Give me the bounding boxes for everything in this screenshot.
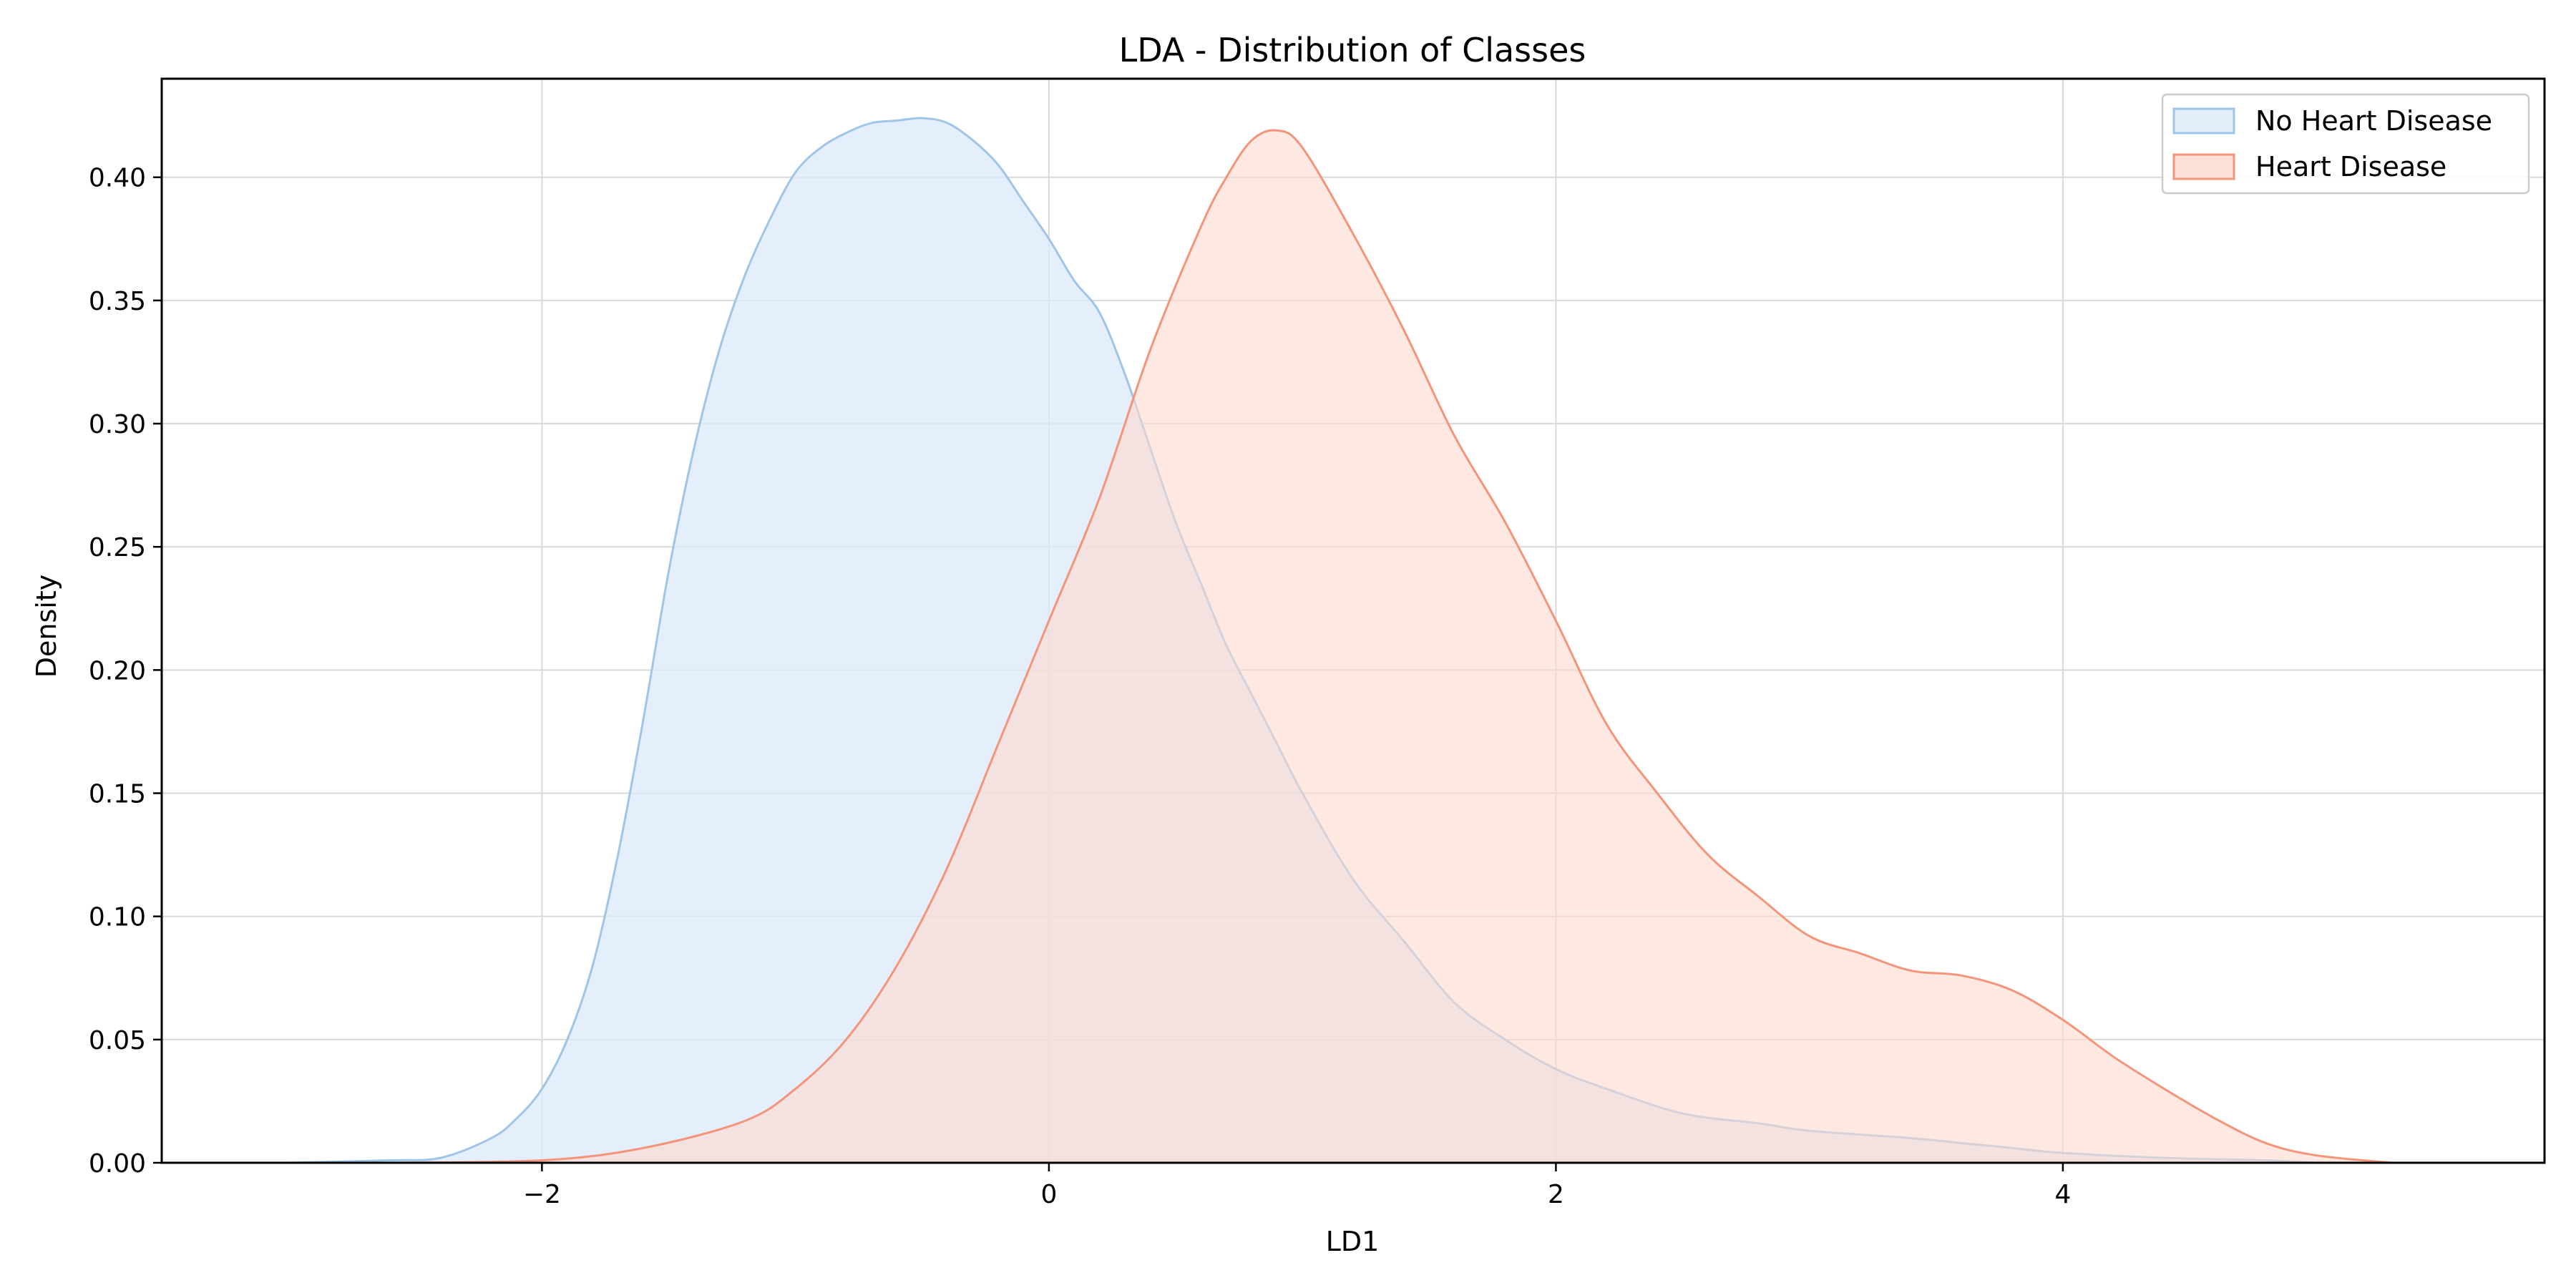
legend-box [2161,93,2530,195]
y-axis-label: Density [31,575,62,678]
legend-swatch-0 [2172,107,2235,135]
y-tick-label-3: 0.15 [89,780,146,809]
y-tick-label-2: 0.10 [89,903,146,932]
legend: No Heart Disease Heart Disease [2161,93,2530,195]
series-layer [288,117,2393,1164]
y-tick-label-6: 0.30 [89,410,146,439]
plot-frame [160,77,2546,1164]
x-tick-label-3: 4 [2054,1180,2071,1209]
y-tick-label-4: 0.20 [89,656,146,686]
y-tick-label-1: 0.05 [89,1026,146,1055]
y-tick-label-0: 0.00 [89,1149,146,1179]
legend-swatch-1 [2172,153,2235,180]
series-area-0 [288,118,2317,1163]
legend-label-1: Heart Disease [2255,151,2446,182]
series-line-1 [389,129,2393,1164]
x-axis-label: LD1 [1326,1226,1380,1257]
series-area-1 [389,130,2393,1163]
y-tick-label-8: 0.40 [89,164,146,193]
y-tick-label-5: 0.25 [89,533,146,562]
x-tick-label-1: 0 [1040,1180,1057,1209]
y-tick-label-7: 0.35 [89,287,146,316]
x-tick-label-0: −2 [523,1180,561,1209]
chart-title: LDA - Distribution of Classes [1119,31,1586,69]
axis-layer: −2 0 2 4 0.00 0.05 0.10 0.15 0.20 0.25 0.30 0.35 0.4… [89,77,2546,1209]
legend-label-0: No Heart Disease [2255,105,2492,137]
x-tick-label-2: 2 [1548,1180,1564,1209]
